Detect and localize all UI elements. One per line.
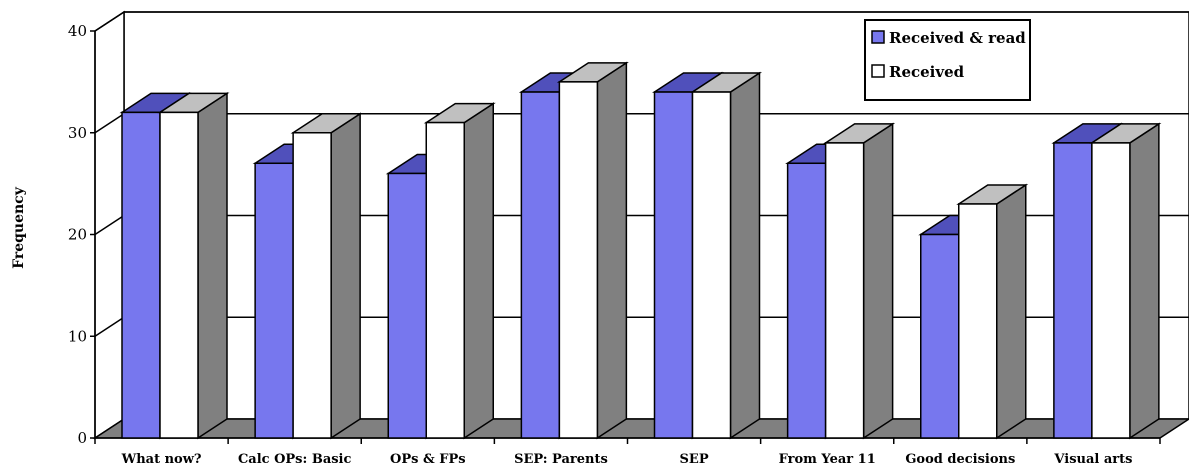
y-tick-label: 40 [68,22,87,40]
bar-side [996,183,1027,440]
bar [1091,142,1131,439]
bar-side [1129,122,1160,440]
bar [121,111,161,439]
bar [958,203,998,439]
bar [425,121,465,439]
legend-swatch [871,64,885,78]
x-tick-label: What now? [121,452,202,467]
bar-side [862,122,894,440]
x-tick-label: Visual arts [1053,452,1132,467]
bar-side [729,71,761,440]
bars [119,61,1162,440]
bar [520,91,561,439]
gridline-side [94,113,125,134]
x-tick-label: OPs & FPs [390,452,466,467]
bar-side [463,102,494,440]
bar-side [596,61,628,440]
y-tick-label: 20 [68,226,87,244]
bar-side [197,92,228,440]
bar-side [330,112,361,440]
bar [387,172,427,439]
y-tick-label: 10 [68,327,87,345]
x-tick-label: Good decisions [905,452,1015,467]
legend-label: Received & read [889,29,1026,47]
bar [824,142,865,439]
bar [786,162,827,439]
gridline-side [94,11,125,32]
bar [691,91,732,439]
y-tick-label: 0 [77,429,87,447]
y-tick-label: 30 [68,124,87,142]
x-tick-label: SEP: Parents [514,452,608,467]
bar [1053,142,1093,439]
legend-swatch [871,30,885,44]
x-tick-label: SEP [680,452,709,467]
bar [558,81,599,439]
bar [159,111,199,439]
y-axis: 0 10 20 30 40 [68,22,96,447]
legend: Received & read Received [864,19,1031,101]
legend-label: Received [889,63,965,81]
gridline-side [94,214,125,236]
y-axis-label: Frequency [11,186,27,269]
x-tick-label: Calc OPs: Basic [238,452,352,467]
bar [254,162,294,439]
x-tick-label: From Year 11 [779,452,876,467]
x-axis: What now? Calc OPs: Basic OPs & FPs SEP: Pa… [94,437,1161,467]
bar [920,233,960,439]
legend-box [864,19,1031,101]
gridline-side [94,316,125,337]
bar [292,132,332,439]
bar [653,91,694,439]
